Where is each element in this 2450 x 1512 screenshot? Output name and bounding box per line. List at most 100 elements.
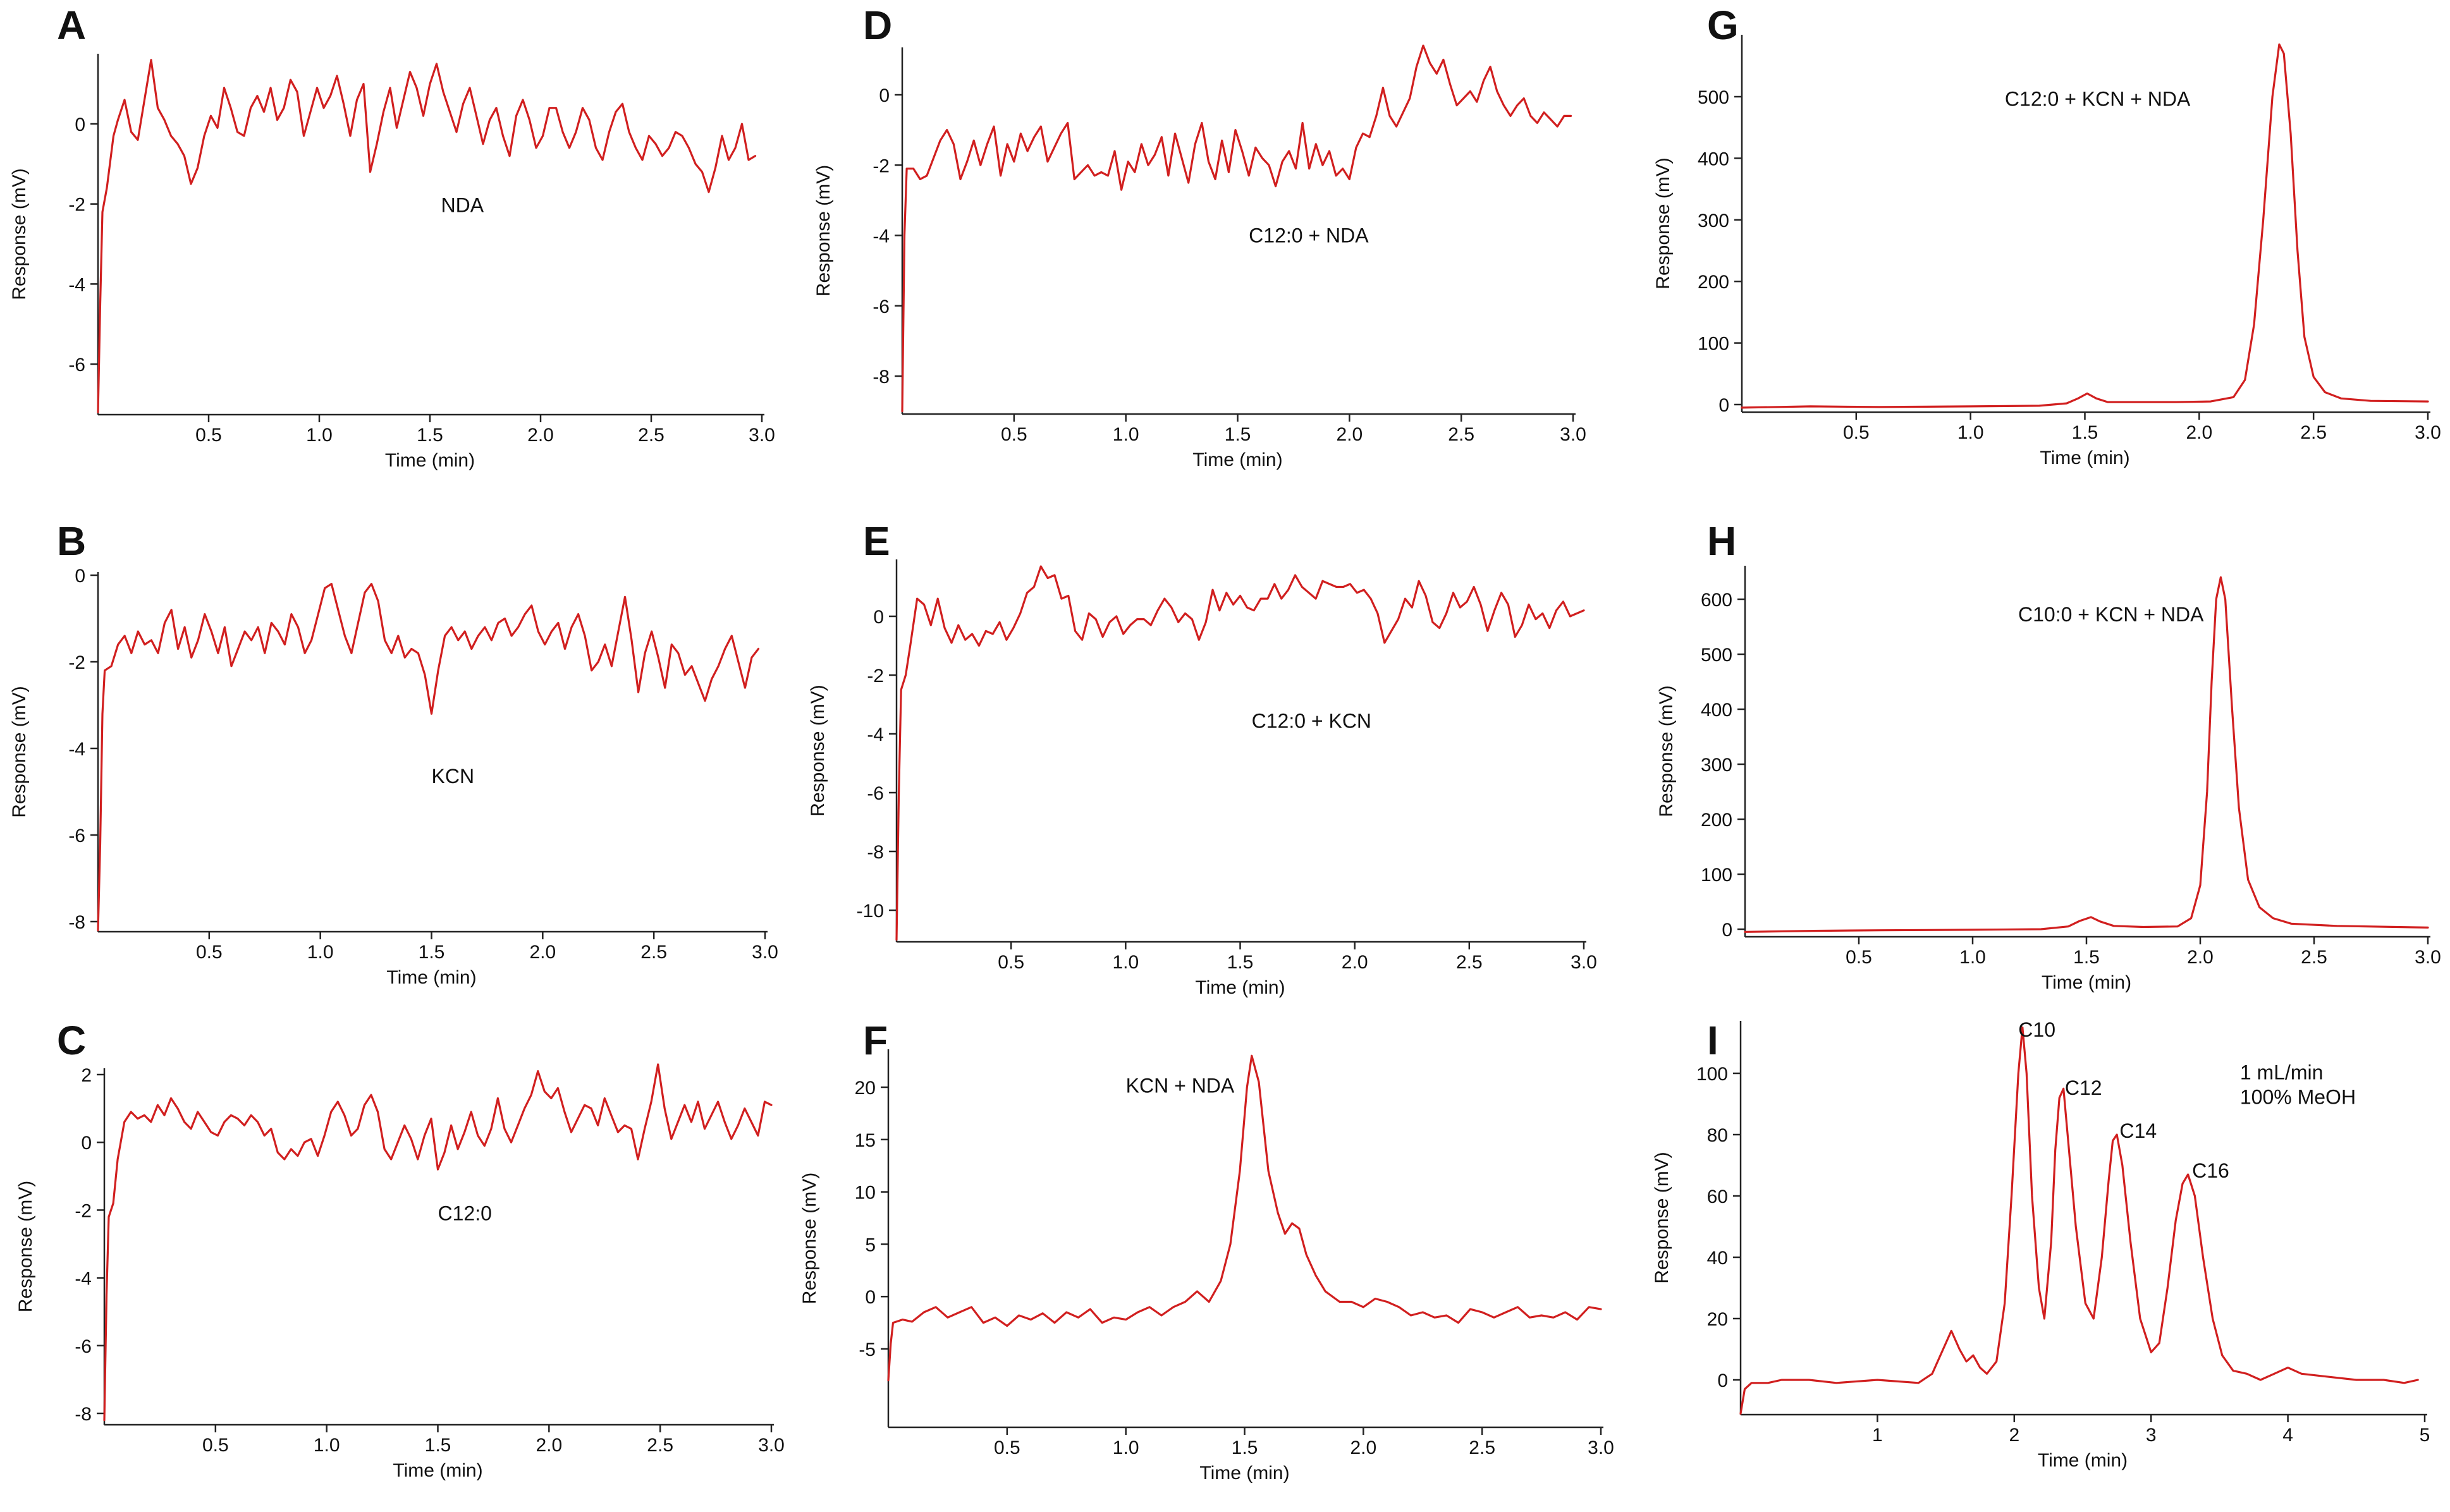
annotation-f: KCN + NDA: [1126, 1074, 1235, 1097]
x-tick-label-c: 0.5: [202, 1435, 229, 1456]
x-tick-label-f: 1.0: [1113, 1437, 1139, 1458]
panel-i: I 1 2 3 4 5 100 80 60 40 20 0 Time (min) Response (mV…: [1651, 1018, 2430, 1471]
x-tick-label-d: 3.0: [1560, 424, 1586, 445]
x-tick-label-c: 1.0: [314, 1435, 340, 1456]
x-tick-label-h: 1.0: [1959, 947, 1986, 968]
x-tick-label-g: 1.0: [1957, 422, 1984, 443]
x-tick-label-b: 3.0: [752, 942, 778, 963]
x-tick-label-h: 2.0: [2187, 947, 2214, 968]
y-tick-label-a: -4: [68, 274, 85, 295]
trace-h: [1744, 576, 2429, 933]
y-tick-label-f: -5: [859, 1339, 876, 1360]
y-tick-label-h: 100: [1701, 865, 1732, 886]
panel-letter-d: D: [863, 3, 892, 48]
x-tick-label-i: 4: [2282, 1425, 2293, 1446]
y-tick-label-h: 200: [1701, 810, 1732, 831]
x-axis-title-i: Time (min): [2038, 1450, 2128, 1471]
y-tick-label-c: -6: [75, 1336, 92, 1357]
panel-letter-h: H: [1707, 518, 1736, 564]
y-tick-label-h: 300: [1701, 755, 1732, 776]
x-tick-label-i: 5: [2420, 1425, 2430, 1446]
y-axis-title-a: Response (mV): [9, 168, 30, 300]
annotation-g: C12:0 + KCN + NDA: [2005, 88, 2191, 111]
x-tick-label-h: 0.5: [1846, 947, 1872, 968]
panel-a: A 0.5 1.0 1.5 2.0 2.5 3.0 0 -2 -4 -6 Time (min) Resp…: [9, 3, 775, 471]
x-tick-label-a: 1.5: [417, 425, 443, 446]
x-axis-title-g: Time (min): [2040, 448, 2129, 468]
x-tick-label-a: 1.0: [306, 425, 333, 446]
trace-b: [97, 583, 760, 932]
panel-e: E 0.5 1.0 1.5 2.0 2.5 3.0 0 -2 -4 -6 -8 -10 Time (min…: [807, 518, 1597, 998]
y-tick-label-f: 5: [865, 1235, 876, 1255]
annotation-i: C10: [2018, 1018, 2055, 1041]
y-axis-title-h: Response (mV): [1656, 685, 1677, 817]
trace-c: [103, 1063, 773, 1422]
x-tick-label-d: 1.0: [1113, 424, 1139, 445]
x-tick-label-b: 2.5: [640, 942, 667, 963]
y-tick-label-d: -6: [873, 296, 890, 317]
x-tick-label-a: 0.5: [195, 425, 222, 446]
x-tick-label-b: 1.0: [307, 942, 334, 963]
x-tick-label-e: 0.5: [998, 952, 1024, 973]
trace-g: [1741, 43, 2429, 409]
x-tick-label-f: 2.5: [1469, 1437, 1495, 1458]
y-tick-label-a: 0: [75, 114, 85, 135]
x-tick-label-a: 2.5: [638, 425, 665, 446]
trace-e: [895, 565, 1585, 941]
x-tick-label-a: 2.0: [527, 425, 554, 446]
x-tick-label-g: 3.0: [2415, 422, 2441, 443]
y-tick-label-e: 0: [873, 607, 884, 628]
x-tick-label-f: 0.5: [994, 1437, 1020, 1458]
y-tick-label-e: -10: [857, 901, 884, 922]
y-tick-label-c: -2: [75, 1200, 92, 1221]
x-tick-label-e: 2.5: [1456, 952, 1483, 973]
annotation-i: 100% MeOH: [2240, 1086, 2356, 1109]
annotation-i: 1 mL/min: [2240, 1061, 2324, 1084]
y-tick-label-e: -6: [867, 783, 884, 804]
y-tick-label-b: -4: [68, 739, 85, 760]
x-axis-title-a: Time (min): [385, 450, 475, 471]
panel-g: G 0.5 1.0 1.5 2.0 2.5 3.0 500 400 300 200 100 0 Time …: [1653, 3, 2441, 468]
y-tick-label-g: 400: [1698, 149, 1729, 169]
x-tick-label-h: 2.5: [2301, 947, 2327, 968]
x-axis-title-e: Time (min): [1195, 977, 1285, 998]
y-tick-label-i: 80: [1707, 1125, 1728, 1146]
y-tick-label-e: -8: [867, 842, 884, 863]
y-tick-label-h: 600: [1701, 590, 1732, 611]
y-axis-title-f: Response (mV): [799, 1173, 820, 1304]
x-tick-label-c: 3.0: [758, 1435, 785, 1456]
x-tick-label-e: 1.5: [1227, 952, 1254, 973]
trace-i: [1739, 1026, 2419, 1415]
x-tick-label-e: 1.0: [1112, 952, 1139, 973]
annotation-h: C10:0 + KCN + NDA: [2018, 603, 2204, 626]
x-tick-label-d: 2.5: [1448, 424, 1474, 445]
y-axis-title-i: Response (mV): [1651, 1152, 1672, 1283]
panel-letter-a: A: [57, 3, 86, 48]
y-tick-label-h: 500: [1701, 645, 1732, 666]
x-tick-label-b: 0.5: [196, 942, 223, 963]
x-axis-title-b: Time (min): [386, 967, 476, 988]
x-tick-label-i: 3: [2146, 1425, 2157, 1446]
y-tick-label-b: -8: [68, 912, 85, 933]
y-axis-title-c: Response (mV): [15, 1181, 36, 1312]
y-tick-label-e: -2: [867, 666, 884, 686]
x-tick-label-g: 1.5: [2072, 422, 2098, 443]
annotation-a: NDA: [441, 193, 484, 216]
annotation-i: C16: [2192, 1159, 2229, 1182]
y-axis-title-b: Response (mV): [9, 686, 30, 817]
y-tick-label-f: 20: [855, 1078, 876, 1099]
x-axis-title-d: Time (min): [1192, 449, 1282, 470]
panel-h: H 0.5 1.0 1.5 2.0 2.5 3.0 600 500 400 300 200 100 0 Ti…: [1656, 518, 2441, 993]
x-tick-label-h: 3.0: [2415, 947, 2441, 968]
x-tick-label-g: 2.0: [2186, 422, 2212, 443]
x-tick-label-h: 1.5: [2073, 947, 2100, 968]
y-tick-label-c: -8: [75, 1404, 92, 1425]
annotation-i: C14: [2119, 1119, 2157, 1142]
panel-letter-b: B: [57, 518, 86, 564]
trace-f: [887, 1054, 1602, 1382]
y-tick-label-i: 100: [1696, 1064, 1728, 1085]
panel-f: F 0.5 1.0 1.5 2.0 2.5 3.0 20 15 10 5 0 -5 Time (min) R…: [799, 1018, 1614, 1484]
y-tick-label-b: 0: [75, 566, 85, 587]
y-tick-label-d: 0: [879, 85, 890, 106]
